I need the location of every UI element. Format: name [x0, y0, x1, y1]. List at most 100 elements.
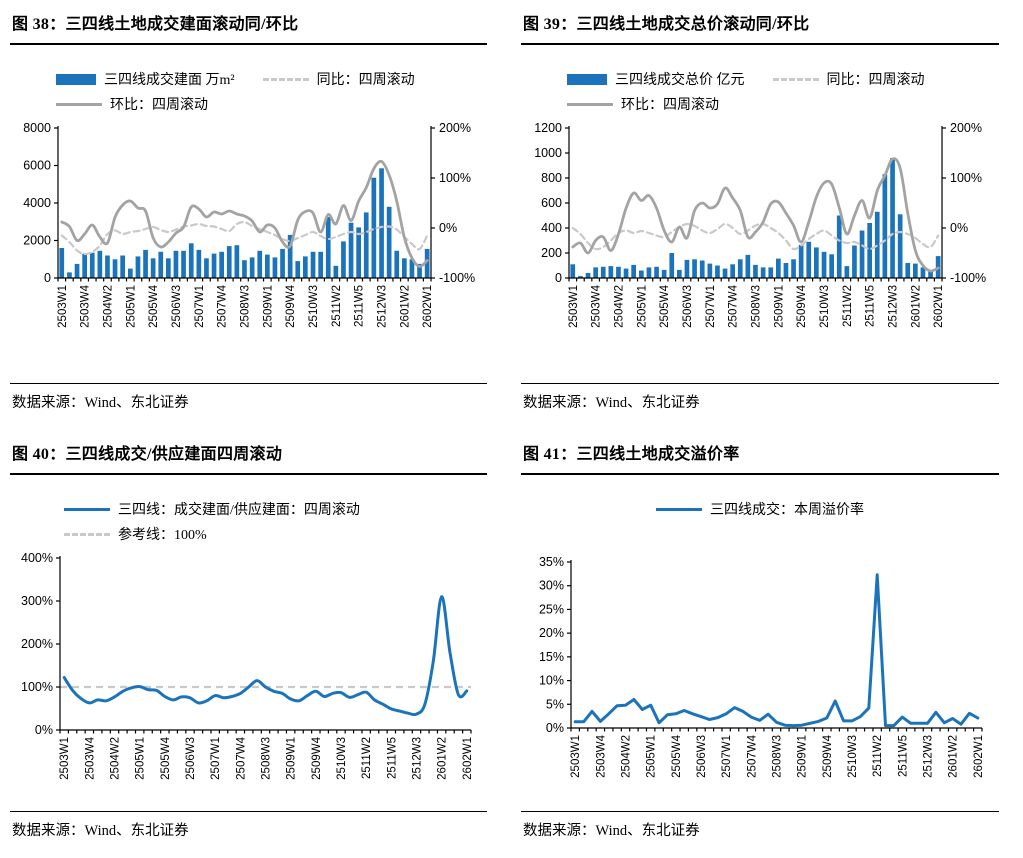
svg-text:2505W4: 2505W4: [160, 736, 172, 779]
svg-text:2507W4: 2507W4: [746, 734, 758, 777]
svg-text:2507W1: 2507W1: [705, 285, 717, 328]
legend-item: 三四线成交：本周溢价率: [656, 499, 864, 519]
legend-label: 三四线成交：本周溢价率: [710, 503, 864, 518]
legend-item: 环比：四周滚动: [56, 94, 208, 114]
legend-row: 三四线：成交建面/供应建面：四周滚动: [64, 499, 487, 519]
svg-text:200%: 200%: [950, 121, 982, 135]
svg-text:1000: 1000: [534, 146, 562, 160]
svg-text:-100%: -100%: [950, 271, 986, 285]
svg-text:2505W1: 2505W1: [125, 285, 137, 328]
svg-text:300%: 300%: [21, 594, 53, 608]
source-text: 数据来源：Wind、东北证券: [12, 823, 189, 839]
svg-text:2511W2: 2511W2: [872, 735, 884, 777]
svg-text:2602W1: 2602W1: [462, 737, 474, 780]
legend-label: 参考线：100%: [118, 528, 207, 543]
svg-text:2510W3: 2510W3: [336, 737, 348, 780]
svg-text:2506W3: 2506W3: [682, 285, 694, 328]
dashed-line-swatch-icon: [64, 532, 110, 536]
svg-text:2512W3: 2512W3: [412, 737, 424, 780]
svg-text:2512W3: 2512W3: [888, 285, 900, 328]
svg-text:2509W4: 2509W4: [822, 734, 834, 777]
axes: [54, 126, 435, 282]
data-line: [571, 157, 940, 273]
svg-text:2506W3: 2506W3: [171, 285, 183, 328]
svg-text:2601W2: 2601W2: [399, 285, 411, 328]
legend-fig40: 三四线：成交建面/供应建面：四周滚动 参考线：100%: [10, 499, 487, 549]
svg-text:2512W3: 2512W3: [377, 285, 389, 328]
svg-text:30%: 30%: [539, 579, 564, 593]
svg-text:6000: 6000: [23, 159, 51, 173]
svg-text:2503W4: 2503W4: [84, 736, 96, 779]
svg-text:2505W1: 2505W1: [636, 285, 648, 328]
svg-text:200%: 200%: [439, 121, 471, 135]
legend-item: 同比：四周滚动: [262, 69, 415, 89]
svg-text:600: 600: [541, 196, 562, 210]
legend-item: 三四线成交总价 亿元: [567, 69, 745, 89]
chart-area-fig40: 0% 100% 200% 300% 400% 2503W1 2503W4 2504W2 2505…: [10, 551, 487, 794]
svg-text:2503W4: 2503W4: [591, 284, 603, 327]
svg-text:100%: 100%: [950, 171, 982, 185]
legend-label: 同比：四周滚动: [826, 73, 925, 88]
svg-text:100%: 100%: [21, 680, 53, 694]
svg-text:35%: 35%: [539, 555, 564, 569]
svg-text:2506W3: 2506W3: [696, 735, 708, 778]
svg-text:2505W4: 2505W4: [671, 734, 683, 777]
svg-text:2511W2: 2511W2: [842, 285, 854, 327]
source-text: 数据来源：Wind、东北证券: [523, 395, 700, 411]
svg-text:10%: 10%: [539, 674, 564, 688]
svg-text:2503W1: 2503W1: [57, 285, 69, 328]
axes: [565, 126, 946, 282]
source-block-fig41: 数据来源：Wind、东北证券: [521, 811, 999, 850]
source-text: 数据来源：Wind、东北证券: [523, 823, 700, 839]
svg-text:15%: 15%: [539, 650, 564, 664]
line-series: [60, 159, 429, 268]
svg-text:2507W4: 2507W4: [235, 736, 247, 779]
legend-item: 环比：四周滚动: [567, 94, 719, 114]
svg-text:2511W2: 2511W2: [331, 285, 343, 327]
dashed-line-swatch-icon: [772, 77, 819, 81]
svg-text:2509W4: 2509W4: [285, 284, 297, 327]
svg-text:2511W5: 2511W5: [354, 285, 366, 327]
svg-text:2509W1: 2509W1: [262, 285, 274, 328]
legend-label: 环比：四周滚动: [110, 98, 208, 113]
legend-fig39: 三四线成交总价 亿元 同比：四周滚动环比：四周滚动: [521, 69, 999, 119]
svg-text:200: 200: [541, 246, 562, 260]
legend-item: 参考线：100%: [64, 524, 207, 544]
legend-item: 同比：四周滚动: [772, 69, 925, 89]
axis-tick-labels: 0 2000 4000 6000 8000 -100% 0% 100% 200% 2503W1 25…: [23, 121, 475, 328]
svg-text:2511W2: 2511W2: [361, 737, 373, 779]
svg-text:0%: 0%: [950, 221, 968, 235]
legend-label: 三四线：成交建面/供应建面：四周滚动: [118, 503, 360, 518]
chart-title-fig41: 图 41：三四线土地成交溢价率: [521, 436, 999, 475]
line-series: [573, 573, 980, 728]
svg-text:400%: 400%: [21, 551, 53, 565]
legend-item: 三四线成交建面 万m²: [56, 69, 235, 89]
legend-row: 三四线成交建面 万m² 同比：四周滚动: [56, 69, 487, 89]
svg-text:2509W4: 2509W4: [311, 736, 323, 779]
svg-text:20%: 20%: [539, 626, 564, 640]
svg-text:2505W4: 2505W4: [148, 284, 160, 327]
chart-fig40: 0% 100% 200% 300% 400% 2503W1 2503W4 2504W2 2505…: [21, 551, 474, 780]
svg-text:2510W3: 2510W3: [847, 735, 859, 778]
chart-title-fig38: 图 38：三四线土地成交建面滚动同/环比: [10, 6, 487, 45]
chart-area-fig38: 0 2000 4000 6000 8000 -100% 0% 100% 200% 2503W1 25…: [10, 121, 487, 338]
chart-title-fig40: 图 40：三四线成交/供应建面四周滚动: [10, 436, 487, 475]
data-line: [60, 159, 429, 268]
svg-text:2504W2: 2504W2: [614, 285, 626, 328]
svg-text:2510W3: 2510W3: [308, 285, 320, 328]
svg-text:0%: 0%: [546, 721, 564, 735]
svg-text:2509W1: 2509W1: [286, 737, 298, 780]
svg-text:5%: 5%: [546, 697, 564, 711]
svg-text:2507W4: 2507W4: [217, 284, 229, 327]
svg-text:2503W1: 2503W1: [570, 735, 582, 778]
axis-tick-labels: 0 200 400 600 800 1000 1200 -100% 0% 100% 200% 2503…: [534, 121, 986, 328]
axis-tick-labels: 0% 100% 200% 300% 400% 2503W1 2503W4 2504W2 2505…: [21, 551, 474, 780]
svg-text:200%: 200%: [21, 637, 53, 651]
source-block-fig38: 数据来源：Wind、东北证券: [10, 383, 487, 422]
svg-text:2507W1: 2507W1: [721, 735, 733, 778]
legend-row: 三四线成交：本周溢价率: [521, 499, 999, 519]
spacer: [10, 794, 487, 811]
svg-text:2509W1: 2509W1: [773, 285, 785, 328]
legend-label: 三四线成交总价 亿元: [615, 73, 745, 88]
svg-text:2503W1: 2503W1: [59, 737, 71, 780]
